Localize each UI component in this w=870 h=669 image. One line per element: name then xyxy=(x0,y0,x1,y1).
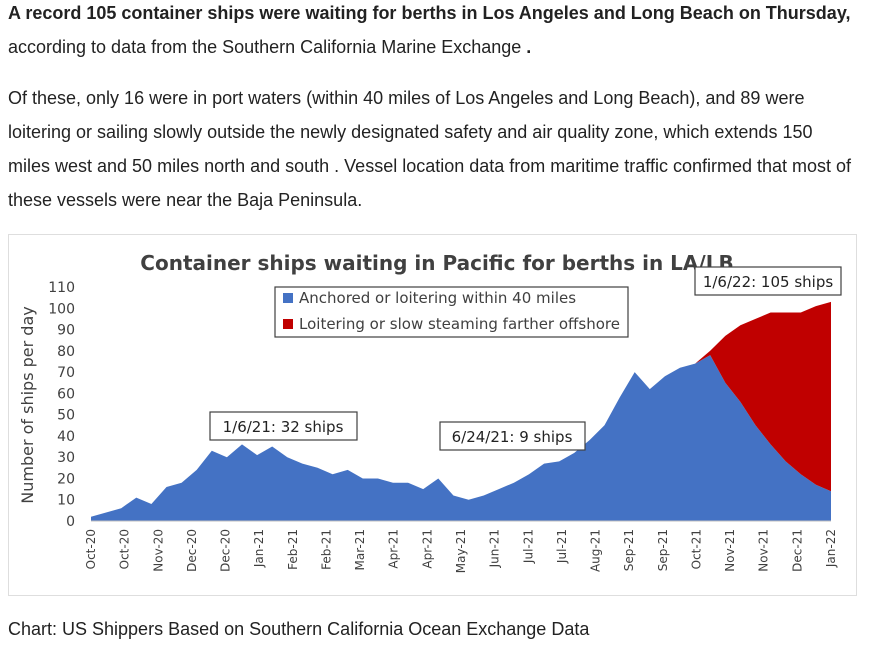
y-tick-label: 10 xyxy=(57,493,75,509)
x-tick-label: Jan-21 xyxy=(252,529,266,568)
x-tick-label: Nov-21 xyxy=(757,529,771,572)
y-tick-label: 20 xyxy=(57,471,75,487)
details-paragraph: Of these, only 16 were in port waters (w… xyxy=(8,88,852,210)
x-tick-label: Dec-20 xyxy=(219,529,233,572)
annotation-text: 1/6/21: 32 ships xyxy=(223,418,344,436)
legend-label-offshore: Loitering or slow steaming farther offsh… xyxy=(299,315,620,333)
intro-source-text: according to data from the Southern Cali… xyxy=(8,37,522,57)
x-tick-label: Apr-21 xyxy=(387,529,401,569)
annotation-box xyxy=(694,266,842,296)
x-tick-label: May-21 xyxy=(454,529,468,573)
x-tick-label: Oct-20 xyxy=(118,529,132,569)
x-tick-label: Mar-21 xyxy=(353,529,367,570)
y-axis-label: Number of ships per day xyxy=(18,306,37,503)
legend-swatch-anchored xyxy=(283,293,293,303)
legend-label-anchored: Anchored or loitering within 40 miles xyxy=(299,289,576,307)
annotation-text: 6/24/21: 9 ships xyxy=(452,428,573,446)
annotation-box xyxy=(209,411,358,441)
x-axis-ticks: Oct-20 Oct-20 Nov-20 Dec-20 Dec-20 Jan-21 Feb-… xyxy=(84,529,838,573)
x-tick-label: Oct-20 xyxy=(84,529,98,569)
y-tick-label: 30 xyxy=(57,450,75,466)
annotation-jun-2021: 6/24/21: 9 ships xyxy=(439,421,586,451)
series-area-anchored xyxy=(91,355,831,521)
y-tick-label: 50 xyxy=(57,408,75,424)
annotation-jan-2021: 1/6/21: 32 ships xyxy=(209,411,358,441)
series-area-offshore xyxy=(695,301,831,492)
annotation-text: 1/6/22: 105 ships xyxy=(703,273,834,291)
x-tick-label: Nov-20 xyxy=(151,529,165,572)
y-tick-label: 80 xyxy=(57,344,75,360)
annotation-jan-2022: 1/6/22: 105 ships xyxy=(694,266,842,296)
x-tick-label: Jul-21 xyxy=(521,529,535,564)
x-tick-label: Jul-21 xyxy=(555,529,569,564)
y-tick-label: 90 xyxy=(57,323,75,339)
x-tick-label: Oct-21 xyxy=(689,529,703,569)
x-tick-label: Sep-21 xyxy=(622,529,636,571)
y-tick-label: 70 xyxy=(57,365,75,381)
x-tick-label: Feb-21 xyxy=(286,529,300,570)
intro-bold-text: A record 105 container ships were waitin… xyxy=(8,3,851,23)
x-tick-label: Aug-21 xyxy=(589,529,603,572)
chart-container: Container ships waiting in Pacific for b… xyxy=(8,234,857,596)
x-tick-label: Jun-21 xyxy=(488,529,502,568)
chart-svg: Container ships waiting in Pacific for b… xyxy=(18,251,842,573)
area-series xyxy=(91,301,831,521)
x-tick-label: Dec-21 xyxy=(790,529,804,572)
chart-caption: Chart: US Shippers Based on Southern Cal… xyxy=(8,619,590,639)
y-tick-label: 110 xyxy=(48,280,75,296)
y-tick-label: 60 xyxy=(57,386,75,402)
annotation-box xyxy=(439,421,586,451)
x-tick-label: Apr-21 xyxy=(420,529,434,569)
intro-end-text: . xyxy=(521,37,532,57)
intro-paragraph: A record 105 container ships were waitin… xyxy=(8,0,858,64)
legend-box xyxy=(274,286,629,338)
chart-legend: Anchored or loitering within 40 miles Lo… xyxy=(274,286,629,338)
x-tick-label: Nov-21 xyxy=(723,529,737,572)
x-tick-label: Sep-21 xyxy=(656,529,670,571)
y-axis-ticks: 0 10 20 30 40 50 60 70 80 90 100 110 xyxy=(48,280,75,530)
chart-title: Container ships waiting in Pacific for b… xyxy=(140,251,733,275)
y-tick-label: 0 xyxy=(66,514,75,530)
y-tick-label: 100 xyxy=(48,301,75,317)
y-tick-label: 40 xyxy=(57,429,75,445)
x-tick-label: Feb-21 xyxy=(319,529,333,570)
legend-swatch-offshore xyxy=(283,319,293,329)
x-tick-label: Dec-20 xyxy=(185,529,199,572)
x-tick-label: Jan-22 xyxy=(824,529,838,568)
